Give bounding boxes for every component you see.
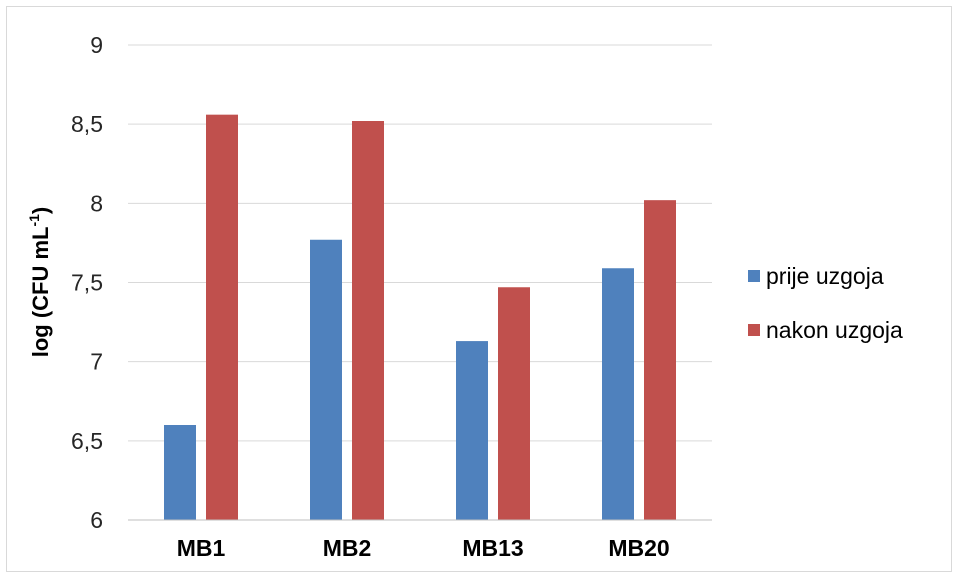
y-tick-label: 7,5	[71, 270, 103, 296]
bar-nakon-uzgoja-MB1	[206, 114, 238, 521]
x-category-label: MB2	[323, 535, 372, 561]
bar-nakon-uzgoja-MB13	[498, 287, 530, 520]
y-axis-ticks: 6 6,5 7 7,5 8 8,5 9	[71, 32, 103, 533]
bar-nakon-uzgoja-MB20	[644, 200, 676, 520]
legend-swatch	[748, 270, 760, 282]
x-axis-categories: MB1 MB2 MB13 MB20	[177, 535, 670, 561]
y-tick-label: 6,5	[71, 428, 103, 454]
legend-label: prije uzgoja	[766, 263, 884, 289]
y-tick-label: 8	[90, 190, 103, 216]
legend: prije uzgoja nakon uzgoja	[748, 263, 903, 343]
y-tick-label: 7	[90, 349, 103, 375]
y-axis-label: log (CFU mL-1)	[26, 207, 53, 358]
x-category-label: MB1	[177, 535, 226, 561]
bar-prije-uzgoja-MB20	[602, 268, 634, 520]
y-axis-label-superscript: -1	[26, 214, 42, 227]
bar-prije-uzgoja-MB13	[456, 341, 488, 520]
bar-prije-uzgoja-MB1	[164, 425, 196, 520]
bar-prije-uzgoja-MB2	[310, 239, 342, 520]
x-category-label: MB20	[608, 535, 669, 561]
bar-nakon-uzgoja-MB2	[352, 121, 384, 520]
y-tick-label: 8,5	[71, 111, 103, 137]
legend-label: nakon uzgoja	[766, 317, 903, 343]
bars	[164, 114, 676, 521]
y-axis-label-close: )	[28, 207, 53, 214]
y-tick-label: 6	[90, 507, 103, 533]
y-axis-label-main: log (CFU mL	[28, 227, 53, 358]
legend-swatch	[748, 324, 760, 336]
y-tick-label: 9	[90, 32, 103, 58]
x-category-label: MB13	[462, 535, 523, 561]
